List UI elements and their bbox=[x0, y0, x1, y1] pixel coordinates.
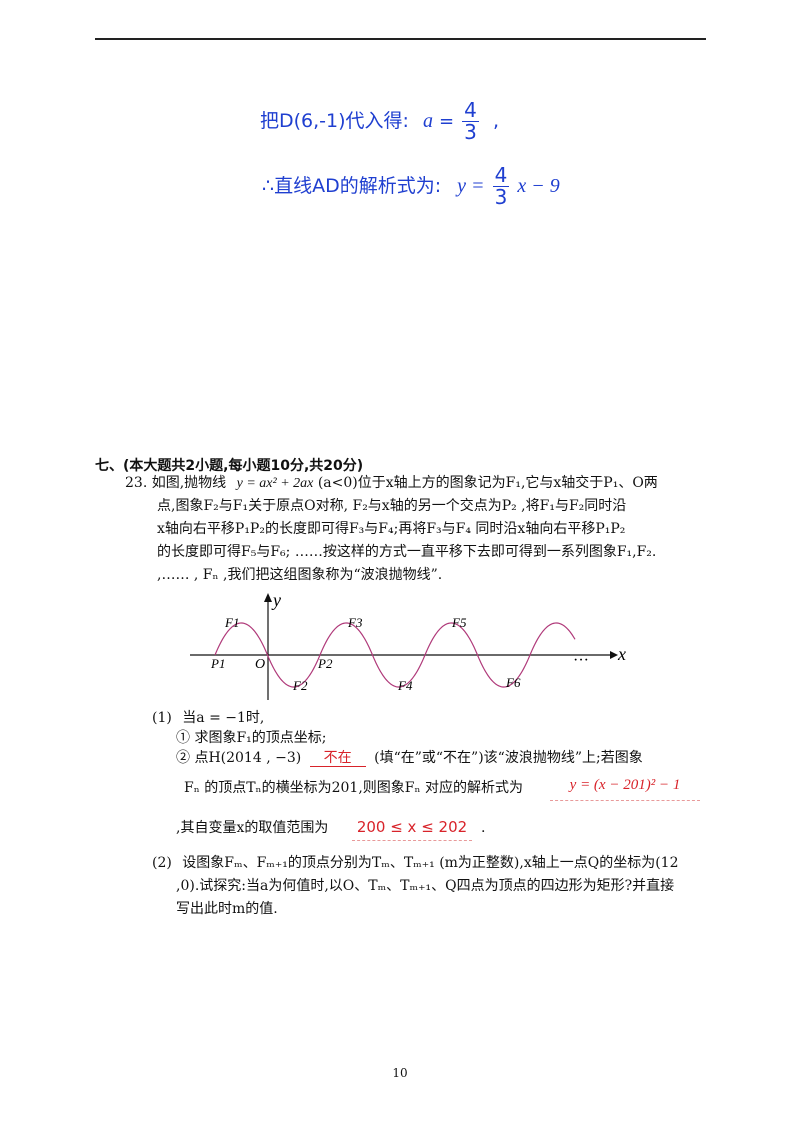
problem-condition: (a<0) bbox=[317, 475, 358, 491]
fraction-denominator-2: 3 bbox=[494, 185, 508, 209]
part-1-condition: 当a = −1时, bbox=[182, 710, 265, 726]
fraction-four-thirds: 4 3 bbox=[462, 100, 479, 143]
problem-text-2: 位于x轴上方的图象记为F₁,它与x轴交于P₁、O两 bbox=[357, 475, 658, 491]
label-f6: F6 bbox=[505, 675, 521, 690]
label-f5: F5 bbox=[451, 615, 467, 630]
answer-expression: y = (x − 201)² − 1 bbox=[550, 770, 700, 801]
y-axis-label: y bbox=[271, 590, 281, 610]
problem-23-line-3: x轴向右平移P₁P₂的长度即可得F₃与F₄;再将F₃与F₄ 同时沿x轴向右平移P… bbox=[157, 521, 626, 537]
solution-lhs: y = bbox=[457, 175, 485, 197]
part-2-line-3: 写出此时m的值. bbox=[176, 901, 278, 917]
part-1-question-3: Fₙ 的顶点Tₙ的横坐标为201,则图象Fₙ 对应的解析式为 bbox=[184, 780, 524, 796]
part-1-intro: (1) 当a = −1时, bbox=[152, 708, 264, 728]
header-rule bbox=[95, 38, 706, 40]
fraction-numerator: 4 bbox=[462, 98, 479, 122]
part-1-q2-prefix: ② 点H(2014 , −3) bbox=[176, 750, 302, 766]
problem-23-line-4: 的长度即可得F₅与F₆; ……按这样的方式一直平移下去即可得到一系列图象F₁,F… bbox=[157, 544, 657, 560]
problem-23-line-2: 点,图象F₂与F₁关于原点O对称, F₂与x轴的另一个交点为P₂ ,将F₁与F₂… bbox=[157, 498, 627, 514]
part-1-q2-mid: (填“在”或“不在”)该“波浪抛物线”上;若图象 bbox=[374, 750, 643, 766]
label-p2: P2 bbox=[317, 656, 333, 671]
part-1-label: (1) bbox=[152, 710, 172, 726]
solution-rest: x − 9 bbox=[517, 175, 560, 197]
solution-var-a: a bbox=[422, 110, 433, 132]
fraction-denominator: 3 bbox=[464, 120, 477, 144]
problem-text-1: 如图,抛物线 bbox=[151, 475, 227, 491]
page-number: 10 bbox=[392, 1066, 408, 1080]
label-f1: F1 bbox=[224, 615, 239, 630]
part-1-question-4: ,其自变量x的取值范围为 bbox=[176, 820, 329, 836]
answer-not-on-curve: 不在 bbox=[309, 750, 366, 767]
part-2-line-1: (2) 设图象Fₘ、Fₘ₊₁的顶点分别为Tₘ、Tₘ₊₁ (m为正整数),x轴上一… bbox=[152, 853, 732, 873]
origin-label: O bbox=[255, 657, 265, 672]
label-f4: F4 bbox=[397, 678, 413, 693]
part-1-question-4-suffix: . bbox=[481, 820, 486, 836]
fraction-numerator-2: 4 bbox=[492, 163, 510, 187]
solution-line-1-suffix: , bbox=[492, 110, 499, 132]
problem-equation: y = ax² + 2ax bbox=[236, 476, 314, 491]
answer-range: 200 ≤ x ≤ 202 bbox=[352, 814, 472, 841]
x-axis-label: x bbox=[617, 644, 626, 664]
solution-line-1: 把D(6,-1)代入得: a = 4 3 , bbox=[260, 98, 499, 144]
part-1-question-1: ① 求图象F₁的顶点坐标; bbox=[176, 730, 327, 746]
label-f3: F3 bbox=[347, 615, 363, 630]
problem-23-line-1: 23. 如图,抛物线 y = ax² + 2ax (a<0)位于x轴上方的图象记… bbox=[125, 473, 725, 494]
label-f2: F2 bbox=[292, 678, 308, 693]
part-2-line-2: ,0).试探究:当a为何值时,以O、Tₘ、Tₘ₊₁、Q四点为顶点的四边形为矩形?… bbox=[176, 878, 675, 894]
solution-line-1-prefix: 把D(6,-1)代入得: bbox=[260, 110, 409, 132]
part-2-label: (2) bbox=[152, 855, 172, 871]
label-p1: P1 bbox=[210, 656, 225, 671]
y-axis bbox=[264, 593, 272, 700]
solution-line-2: ∴直线AD的解析式为: y = 4 3 x − 9 bbox=[262, 165, 560, 208]
x-axis-ellipsis: ··· bbox=[573, 652, 589, 669]
problem-23-line-5: ,…… , Fₙ ,我们把这组图象称为“波浪抛物线”. bbox=[157, 567, 443, 583]
solution-line-2-prefix: ∴直线AD的解析式为: bbox=[262, 175, 442, 197]
section-heading: 七、(本大题共2小题,每小题10分,共20分) bbox=[95, 458, 364, 474]
part-1-question-2: ② 点H(2014 , −3) 不在 (填“在”或“不在”)该“波浪抛物线”上;… bbox=[176, 748, 736, 768]
x-axis bbox=[190, 651, 618, 659]
part-2-text-1: 设图象Fₘ、Fₘ₊₁的顶点分别为Tₘ、Tₘ₊₁ (m为正整数),x轴上一点Q的坐… bbox=[182, 855, 679, 871]
fraction-four-thirds-2: 4 3 bbox=[492, 163, 510, 209]
wave-curve bbox=[214, 622, 576, 688]
wave-parabola-figure: y x O ··· F1 F2 F3 F4 F5 F6 P1 P2 bbox=[190, 590, 626, 700]
problem-number: 23. bbox=[125, 475, 148, 491]
